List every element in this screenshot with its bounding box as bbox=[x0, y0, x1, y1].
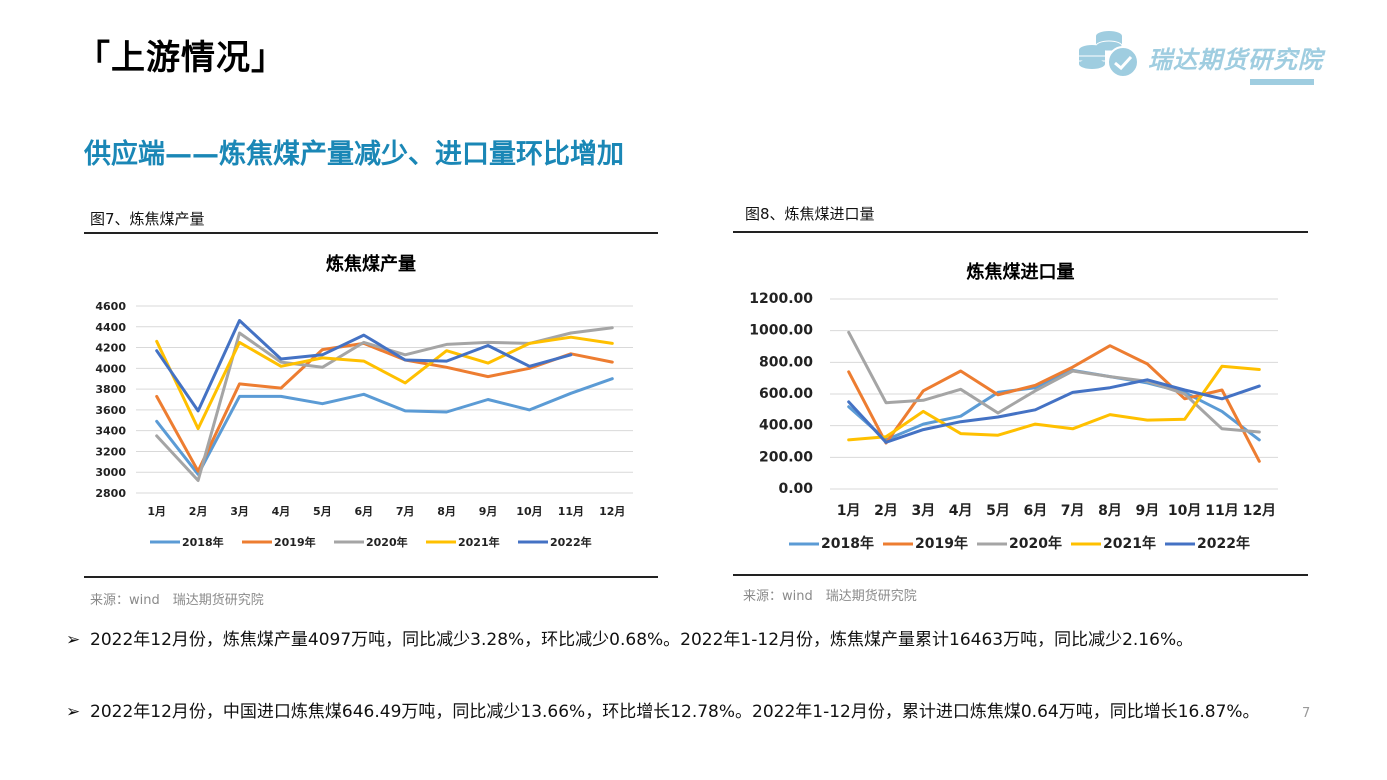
y-tick-label: 4600 bbox=[95, 300, 126, 313]
series-line-2018 bbox=[847, 368, 1261, 442]
y-tick-label: 600.00 bbox=[759, 386, 813, 402]
chart-1-container: 炼焦煤产量 bbox=[84, 250, 658, 276]
bullet-import: ➢ 2022年12月份，中国进口炼焦煤646.49万吨，同比减少13.66%，环… bbox=[66, 697, 1266, 727]
figure-8-label: 图8、炼焦煤进口量 bbox=[745, 205, 875, 223]
series-line-2020 bbox=[847, 330, 1261, 434]
arrow-bullet-icon: ➢ bbox=[66, 630, 81, 650]
series-line-2019 bbox=[847, 344, 1261, 463]
legend-label: 2018年 bbox=[182, 535, 224, 549]
y-tick-label: 3600 bbox=[95, 404, 126, 417]
x-tick-label: 12月 bbox=[1243, 503, 1276, 519]
x-tick-label: 4月 bbox=[272, 505, 291, 518]
x-tick-label: 6月 bbox=[354, 505, 373, 518]
x-tick-label: 11月 bbox=[1205, 503, 1238, 519]
series-line-2018 bbox=[155, 377, 614, 476]
section-subtitle: 供应端——炼焦煤产量减少、进口量环比增加 bbox=[84, 139, 624, 170]
x-tick-label: 9月 bbox=[1135, 503, 1159, 519]
y-tick-label: 2800 bbox=[95, 487, 126, 500]
figure-7-source: 来源：wind 瑞达期货研究院 bbox=[90, 593, 264, 608]
chart-1-svg: 2800 3000 3200 3400 3600 3800 4000 4200 4400 4600… bbox=[95, 300, 633, 549]
company-logo bbox=[1075, 26, 1325, 88]
x-tick-label: 5月 bbox=[986, 503, 1010, 519]
coins-check-icon bbox=[1079, 31, 1139, 78]
series-line-2021 bbox=[847, 364, 1261, 442]
y-tick-label: 3400 bbox=[95, 425, 126, 438]
logo-underline bbox=[1250, 79, 1314, 85]
x-tick-label: 12月 bbox=[599, 505, 625, 518]
arrow-bullet-icon: ➢ bbox=[66, 702, 81, 722]
figure-8-source: 来源：wind 瑞达期货研究院 bbox=[743, 589, 917, 604]
x-tick-label: 7月 bbox=[396, 505, 415, 518]
x-tick-label: 10月 bbox=[516, 505, 542, 518]
legend-label: 2019年 bbox=[274, 535, 316, 549]
x-tick-label: 6月 bbox=[1023, 503, 1047, 519]
figure-7-bottom-rule bbox=[84, 576, 658, 578]
logo-text: 瑞达期货研究院 bbox=[1148, 46, 1323, 74]
x-tick-label: 2月 bbox=[874, 503, 898, 519]
y-tick-label: 4200 bbox=[95, 342, 126, 355]
x-tick-label: 3月 bbox=[911, 503, 935, 519]
legend-label: 2019年 bbox=[915, 535, 968, 552]
chart-2-container: 炼焦煤进口量 bbox=[733, 258, 1308, 284]
series-line-2022 bbox=[155, 319, 573, 413]
bullet-production-text: 2022年12月份，炼焦煤产量4097万吨，同比减少3.28%，环比减少0.68… bbox=[90, 630, 1194, 650]
y-tick-label: 0.00 bbox=[778, 481, 813, 497]
page-title: 「上游情况」 bbox=[76, 38, 286, 78]
series-line-2022 bbox=[847, 378, 1261, 444]
y-tick-label: 200.00 bbox=[759, 449, 813, 465]
y-tick-label: 3000 bbox=[95, 466, 126, 479]
chart-2-svg: 0.00 200.00 400.00 600.00 800.00 1000.00 1200.… bbox=[749, 291, 1278, 552]
x-tick-label: 1月 bbox=[837, 503, 861, 519]
y-tick-label: 800.00 bbox=[759, 354, 813, 370]
x-tick-label: 11月 bbox=[558, 505, 584, 518]
x-tick-label: 3月 bbox=[230, 505, 249, 518]
legend-label: 2018年 bbox=[821, 535, 874, 552]
y-tick-label: 3200 bbox=[95, 445, 126, 458]
x-tick-label: 8月 bbox=[437, 505, 456, 518]
x-tick-label: 8月 bbox=[1098, 503, 1122, 519]
legend-label: 2022年 bbox=[550, 535, 592, 549]
y-tick-label: 4000 bbox=[95, 362, 126, 375]
legend-label: 2021年 bbox=[458, 535, 500, 549]
x-tick-label: 10月 bbox=[1168, 503, 1201, 519]
chart-2-title: 炼焦煤进口量 bbox=[966, 262, 1075, 283]
legend-label: 2021年 bbox=[1103, 535, 1156, 552]
series-line-2021 bbox=[155, 335, 614, 431]
x-tick-label: 4月 bbox=[949, 503, 973, 519]
x-tick-label: 7月 bbox=[1061, 503, 1085, 519]
page-number: 7 bbox=[1302, 706, 1311, 721]
bullet-import-text: 2022年12月份，中国进口炼焦煤646.49万吨，同比减少13.66%，环比增… bbox=[90, 702, 1260, 722]
legend-label: 2022年 bbox=[1197, 535, 1250, 552]
figure-7-top-rule bbox=[84, 232, 658, 234]
x-tick-label: 5月 bbox=[313, 505, 332, 518]
y-tick-label: 400.00 bbox=[759, 418, 813, 434]
y-tick-label: 1000.00 bbox=[749, 323, 813, 339]
legend-label: 2020年 bbox=[366, 535, 408, 549]
y-tick-label: 3800 bbox=[95, 383, 126, 396]
chart-1-title: 炼焦煤产量 bbox=[326, 254, 416, 275]
bullet-production: ➢ 2022年12月份，炼焦煤产量4097万吨，同比减少3.28%，环比减少0.… bbox=[66, 625, 1266, 655]
figure-7-label: 图7、炼焦煤产量 bbox=[90, 210, 205, 228]
y-tick-label: 1200.00 bbox=[749, 291, 813, 307]
x-tick-label: 1月 bbox=[147, 505, 166, 518]
x-tick-label: 2月 bbox=[189, 505, 208, 518]
figure-8-top-rule bbox=[733, 231, 1308, 233]
legend-label: 2020年 bbox=[1009, 535, 1062, 552]
x-tick-label: 9月 bbox=[479, 505, 498, 518]
figure-8-bottom-rule bbox=[733, 574, 1308, 576]
y-tick-label: 4400 bbox=[95, 321, 126, 334]
